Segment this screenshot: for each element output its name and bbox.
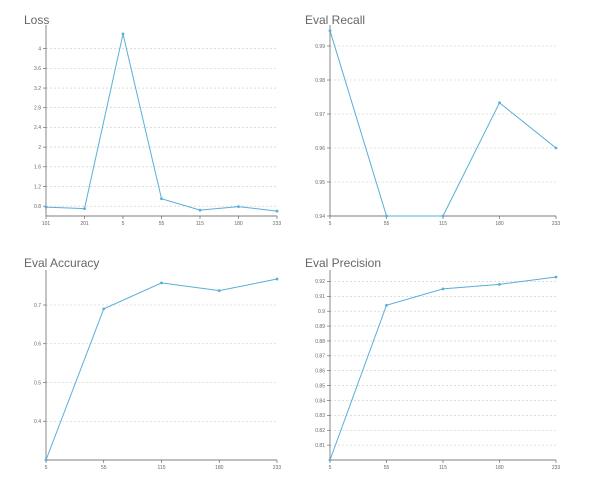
y-tick-label: 0.81 [315, 443, 325, 449]
x-tick-label: 233 [273, 465, 282, 471]
x-tick-label: 115 [158, 465, 166, 471]
y-tick-label: 0.8 [34, 204, 41, 210]
x-tick-label: 233 [552, 465, 561, 471]
x-tick-label: 201 [80, 221, 89, 227]
data-point [441, 214, 445, 218]
y-tick-label: 3.2 [34, 86, 41, 92]
y-tick-label: 0.87 [315, 354, 325, 360]
data-point [554, 275, 558, 279]
y-tick-label: 0.95 [315, 180, 325, 186]
y-tick-label: 0.82 [315, 428, 325, 434]
eval-precision-title: Eval Precision [305, 256, 382, 270]
data-point [385, 303, 388, 307]
y-tick-label: 0.88 [315, 339, 325, 345]
x-tick-label: 5 [329, 465, 332, 471]
y-tick-label: 0.85 [315, 383, 325, 389]
data-point [198, 208, 202, 212]
x-tick-label: 180 [215, 465, 224, 471]
y-tick-label: 0.96 [315, 146, 325, 152]
data-point [44, 205, 48, 209]
data-point [237, 205, 240, 209]
x-tick-label: 55 [384, 221, 390, 227]
y-tick-label: 0.83 [315, 413, 325, 419]
series-line [329, 276, 557, 461]
y-tick-label: 0.5 [34, 380, 41, 386]
data-point [160, 197, 163, 201]
data-point [44, 458, 48, 462]
y-tick-label: 0.7 [34, 303, 41, 309]
loss-title: Loss [24, 13, 50, 27]
data-point [498, 101, 501, 105]
eval-accuracy-title: Eval Accuracy [24, 256, 100, 270]
x-tick-label: 180 [495, 465, 504, 471]
x-tick-label: 180 [234, 221, 243, 227]
x-tick-label: 5 [122, 221, 125, 227]
y-tick-label: 2.8 [34, 106, 41, 112]
data-point [328, 29, 332, 33]
data-point [554, 146, 558, 150]
data-point [275, 209, 279, 213]
y-tick-label: 4 [38, 46, 41, 52]
y-tick-label: 0.86 [315, 369, 325, 375]
x-tick-label: 55 [384, 465, 390, 471]
data-point [385, 214, 388, 218]
y-tick-label: 2 [38, 145, 41, 151]
y-tick-label: 0.99 [315, 44, 325, 50]
data-point [441, 287, 445, 291]
x-tick-label: 5 [45, 465, 48, 471]
data-point [275, 277, 279, 281]
y-tick-label: 0.9 [318, 309, 325, 315]
x-tick-label: 180 [495, 221, 504, 227]
y-tick-label: 1.2 [34, 184, 41, 190]
data-point [217, 289, 221, 293]
y-tick-label: 0.89 [315, 324, 325, 330]
x-tick-label: 115 [439, 221, 447, 227]
y-tick-label: 0.92 [315, 279, 325, 285]
y-tick-label: 0.84 [315, 398, 325, 404]
x-tick-label: 233 [273, 221, 282, 227]
x-tick-label: 55 [159, 221, 165, 227]
data-point [160, 281, 163, 285]
y-tick-label: 0.91 [315, 294, 325, 300]
y-tick-label: 0.94 [315, 214, 325, 220]
y-tick-label: 0.98 [315, 78, 325, 84]
x-tick-label: 115 [196, 221, 204, 227]
x-tick-label: 115 [439, 465, 447, 471]
x-tick-label: 101 [42, 221, 51, 227]
x-tick-label: 233 [552, 221, 561, 227]
y-tick-label: 0.97 [315, 112, 325, 118]
y-tick-label: 0.6 [34, 342, 41, 348]
data-point [102, 307, 106, 311]
y-tick-label: 0.4 [34, 419, 41, 425]
x-tick-label: 5 [329, 221, 332, 227]
data-point [83, 207, 86, 211]
x-tick-label: 55 [101, 465, 107, 471]
eval-recall-title: Eval Recall [305, 13, 366, 27]
y-tick-label: 1.6 [34, 165, 41, 171]
data-point [121, 32, 125, 36]
y-tick-label: 3.6 [34, 66, 41, 72]
data-point [498, 283, 501, 286]
data-point [328, 458, 332, 462]
y-tick-label: 2.4 [34, 125, 41, 131]
